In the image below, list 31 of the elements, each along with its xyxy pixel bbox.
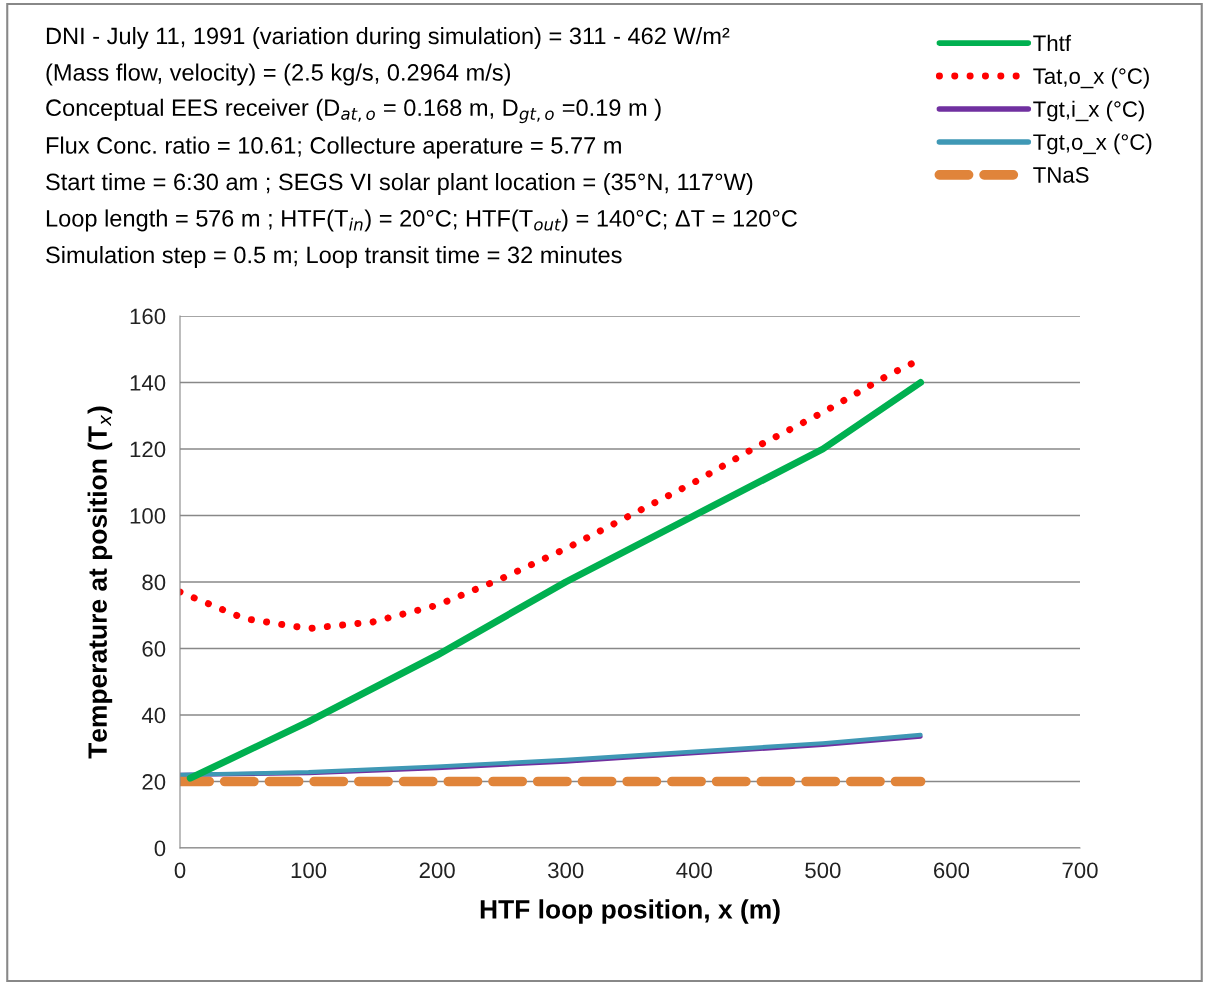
x-tick-label: 100 xyxy=(291,862,327,879)
x-tick-label: 200 xyxy=(419,862,455,879)
legend-label: Tat,o_x (°C) xyxy=(1033,67,1149,89)
legend-label: Tgt,i_x (°C) xyxy=(1033,100,1144,122)
y-tick-label: 40 xyxy=(141,707,166,724)
y-axis-title: Temperature at position (T$_{x}$) xyxy=(87,406,113,759)
text: Start time = 6:30 am ; SEGS VI solar plant location = (35°N, 117°W) xyxy=(46,173,753,195)
text: DNI - July 11, 1991 (variation during simulation) = 311 - 462 W/m² xyxy=(46,27,730,49)
text: (Mass flow, velocity) = (2.5 kg/s, 0.2964 m/s) xyxy=(46,63,511,86)
x-tick-label: 700 xyxy=(1062,862,1098,879)
legend-label: Tgt,o_x (°C) xyxy=(1033,133,1152,155)
y-tick-label: 0 xyxy=(154,840,166,857)
y-tick-label: 80 xyxy=(142,574,166,591)
x-axis-title: HTF loop position, x (m) xyxy=(480,899,780,924)
x-tick-label: 500 xyxy=(805,862,841,879)
x-tick-label: 300 xyxy=(548,862,584,879)
legend-label: TNaS xyxy=(1033,167,1089,183)
y-tick-label: 20 xyxy=(142,774,166,790)
text: Simulation step = 0.5 m; Loop transit time = 32 minutes xyxy=(46,246,622,268)
y-tick-label: 160 xyxy=(130,308,166,325)
y-tick-label: 60 xyxy=(142,641,166,657)
x-tick-label: 0 xyxy=(174,862,186,879)
text: Conceptual EES receiver (D$_{at,o}$ = 0.168 m, D$_{gt,o}$ =0.19 m ) xyxy=(46,98,661,124)
x-tick-label: 600 xyxy=(934,862,970,879)
legend-label: Thtf xyxy=(1033,34,1072,52)
text: Flux Conc. ratio = 10.61; Collecture aperature = 5.77 m xyxy=(46,136,621,159)
y-tick-label: 140 xyxy=(130,375,166,391)
text: Loop length = 576 m ; HTF(T$_{in}$) = 20°C; HTF(T$_{out}$) = 140°C; ΔT = 120°C xyxy=(46,209,797,232)
y-tick-label: 100 xyxy=(130,508,166,524)
y-tick-label: 120 xyxy=(130,441,166,458)
x-tick-label: 400 xyxy=(676,862,712,879)
